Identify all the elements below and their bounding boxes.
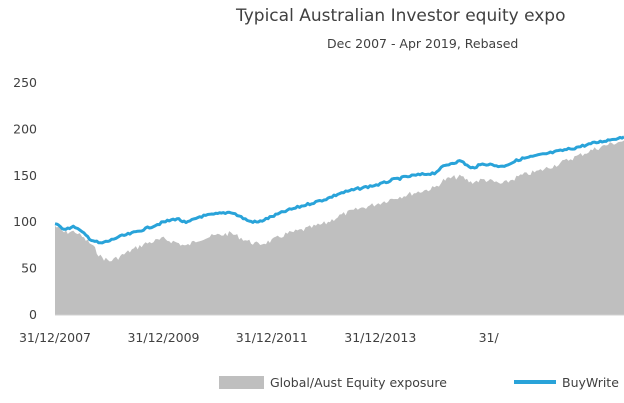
chart-subtitle: Dec 2007 - Apr 2019, Rebased xyxy=(327,36,519,51)
y-tick-label: 0 xyxy=(29,307,37,322)
legend-label-equity-exposure: Global/Aust Equity exposure xyxy=(270,374,447,390)
legend-item-buywrite: BuyWrite xyxy=(514,370,619,394)
legend-label-buywrite: BuyWrite xyxy=(562,374,619,390)
legend-swatch-line xyxy=(514,380,556,384)
y-tick-label: 200 xyxy=(13,121,37,136)
legend-swatch-area xyxy=(219,375,264,389)
series-area-equity-exposure xyxy=(55,140,624,315)
legend-item-equity-exposure: Global/Aust Equity exposure xyxy=(219,370,447,394)
y-tick-label: 150 xyxy=(13,168,37,183)
x-tick-label: 31/ xyxy=(479,330,500,345)
y-tick-label: 100 xyxy=(13,214,37,229)
x-tick-label: 31/12/2007 xyxy=(19,330,91,345)
x-tick-label: 31/12/2009 xyxy=(127,330,199,345)
series-layer xyxy=(54,135,624,315)
series-line-buywrite xyxy=(54,135,624,245)
y-tick-label: 50 xyxy=(21,261,37,276)
y-tick-label: 250 xyxy=(13,75,37,90)
chart-title: Typical Australian Investor equity expo xyxy=(236,6,566,26)
x-tick-label: 31/12/2013 xyxy=(344,330,416,345)
x-axis-ticks: 31/12/2007 31/12/2009 31/12/2011 31/12/2013… xyxy=(19,330,500,345)
legend: Global/Aust Equity exposure BuyWrite xyxy=(0,370,624,394)
x-tick-label: 31/12/2011 xyxy=(236,330,308,345)
y-axis-ticks: 0 50 100 150 200 250 xyxy=(13,75,37,322)
